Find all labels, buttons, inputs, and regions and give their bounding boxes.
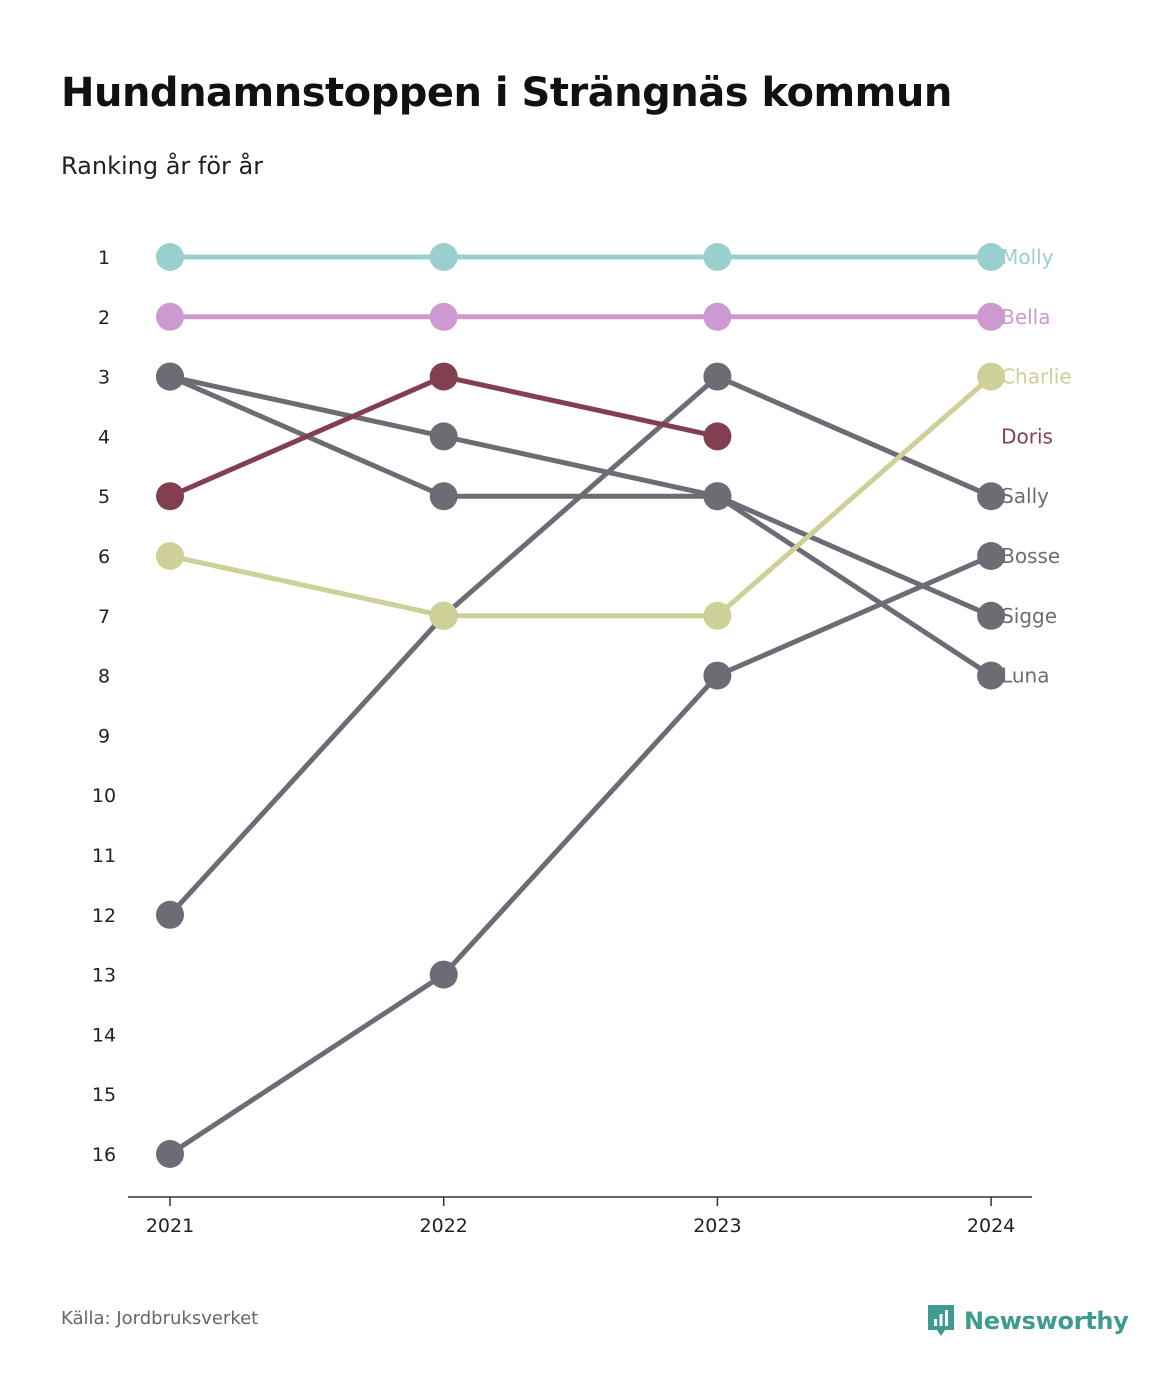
y-tick-label: 10 — [92, 785, 116, 807]
y-tick-label: 13 — [92, 965, 116, 987]
point-bosse — [977, 542, 1006, 570]
point-doris — [156, 482, 184, 511]
y-tick-label: 3 — [98, 367, 110, 389]
source-note: Källa: Jordbruksverket — [61, 1308, 259, 1329]
y-tick-label: 7 — [98, 606, 110, 628]
point-sally — [977, 482, 1006, 511]
y-tick-label: 12 — [92, 905, 116, 927]
point-doris — [429, 362, 458, 391]
brand-logo: Newsworthy — [926, 1303, 1129, 1339]
series-label-molly: Molly — [1001, 245, 1054, 269]
chart-title: Hundnamnstoppen i Strängnäs kommun — [61, 70, 952, 116]
point-bosse — [156, 1140, 184, 1168]
point-bella — [429, 302, 458, 331]
x-tick-label: 2021 — [146, 1215, 194, 1237]
y-tick-label: 5 — [98, 486, 110, 508]
y-tick-label: 4 — [98, 426, 110, 448]
point-molly — [977, 243, 1006, 271]
y-tick-label: 15 — [92, 1084, 116, 1106]
x-tick-label: 2023 — [693, 1215, 741, 1237]
series-label-charlie: Charlie — [1001, 365, 1072, 389]
brand-name: Newsworthy — [964, 1307, 1129, 1335]
y-tick-label: 6 — [98, 546, 110, 568]
point-luna — [703, 482, 732, 511]
y-tick-label: 2 — [98, 307, 110, 329]
series-labels: Sigge Luna Sally Bosse Charlie Doris Bella Moll… — [1001, 245, 1072, 688]
point-molly — [156, 243, 184, 271]
point-bella — [977, 302, 1006, 331]
point-molly — [429, 243, 458, 271]
series-label-bella: Bella — [1001, 305, 1050, 329]
series-label-sigge: Sigge — [1001, 604, 1057, 628]
series-label-luna: Luna — [1001, 664, 1049, 688]
y-tick-label: 14 — [92, 1024, 116, 1046]
point-luna — [429, 422, 458, 451]
series-lines — [168, 254, 993, 1157]
point-bella — [703, 302, 732, 331]
point-sally — [156, 900, 184, 929]
point-charlie — [703, 601, 732, 630]
point-luna — [977, 661, 1006, 690]
x-tick-label: 2024 — [967, 1215, 1015, 1237]
point-bosse — [703, 661, 732, 690]
x-axis-ticks: 2021 2022 2023 2024 — [146, 1197, 1015, 1237]
series-line-sally — [168, 374, 993, 917]
point-sally — [703, 362, 732, 391]
point-charlie — [429, 601, 458, 630]
point-bosse — [429, 960, 458, 989]
point-doris — [703, 422, 732, 451]
point-sigge — [977, 601, 1006, 630]
point-molly — [703, 243, 732, 271]
chart-subtitle: Ranking år för år — [61, 152, 264, 180]
y-tick-label: 11 — [92, 845, 116, 867]
point-charlie — [977, 362, 1006, 391]
series-line-luna — [169, 374, 993, 678]
series-label-bosse: Bosse — [1001, 544, 1060, 568]
series-label-doris: Doris — [1001, 424, 1053, 448]
point-charlie — [156, 542, 184, 570]
x-tick-label: 2022 — [420, 1215, 468, 1237]
point-sigge — [429, 482, 458, 511]
point-bella — [156, 302, 184, 331]
y-tick-label: 8 — [98, 666, 110, 688]
bar-chart-icon — [928, 1305, 954, 1336]
y-tick-label: 1 — [98, 247, 110, 269]
series-line-charlie — [169, 374, 993, 619]
series-line-bosse — [168, 553, 993, 1157]
series-label-sally: Sally — [1001, 484, 1049, 508]
series-points — [156, 243, 1006, 1168]
point-luna — [156, 362, 184, 391]
y-tick-label: 16 — [92, 1144, 116, 1166]
y-tick-label: 9 — [98, 725, 110, 747]
